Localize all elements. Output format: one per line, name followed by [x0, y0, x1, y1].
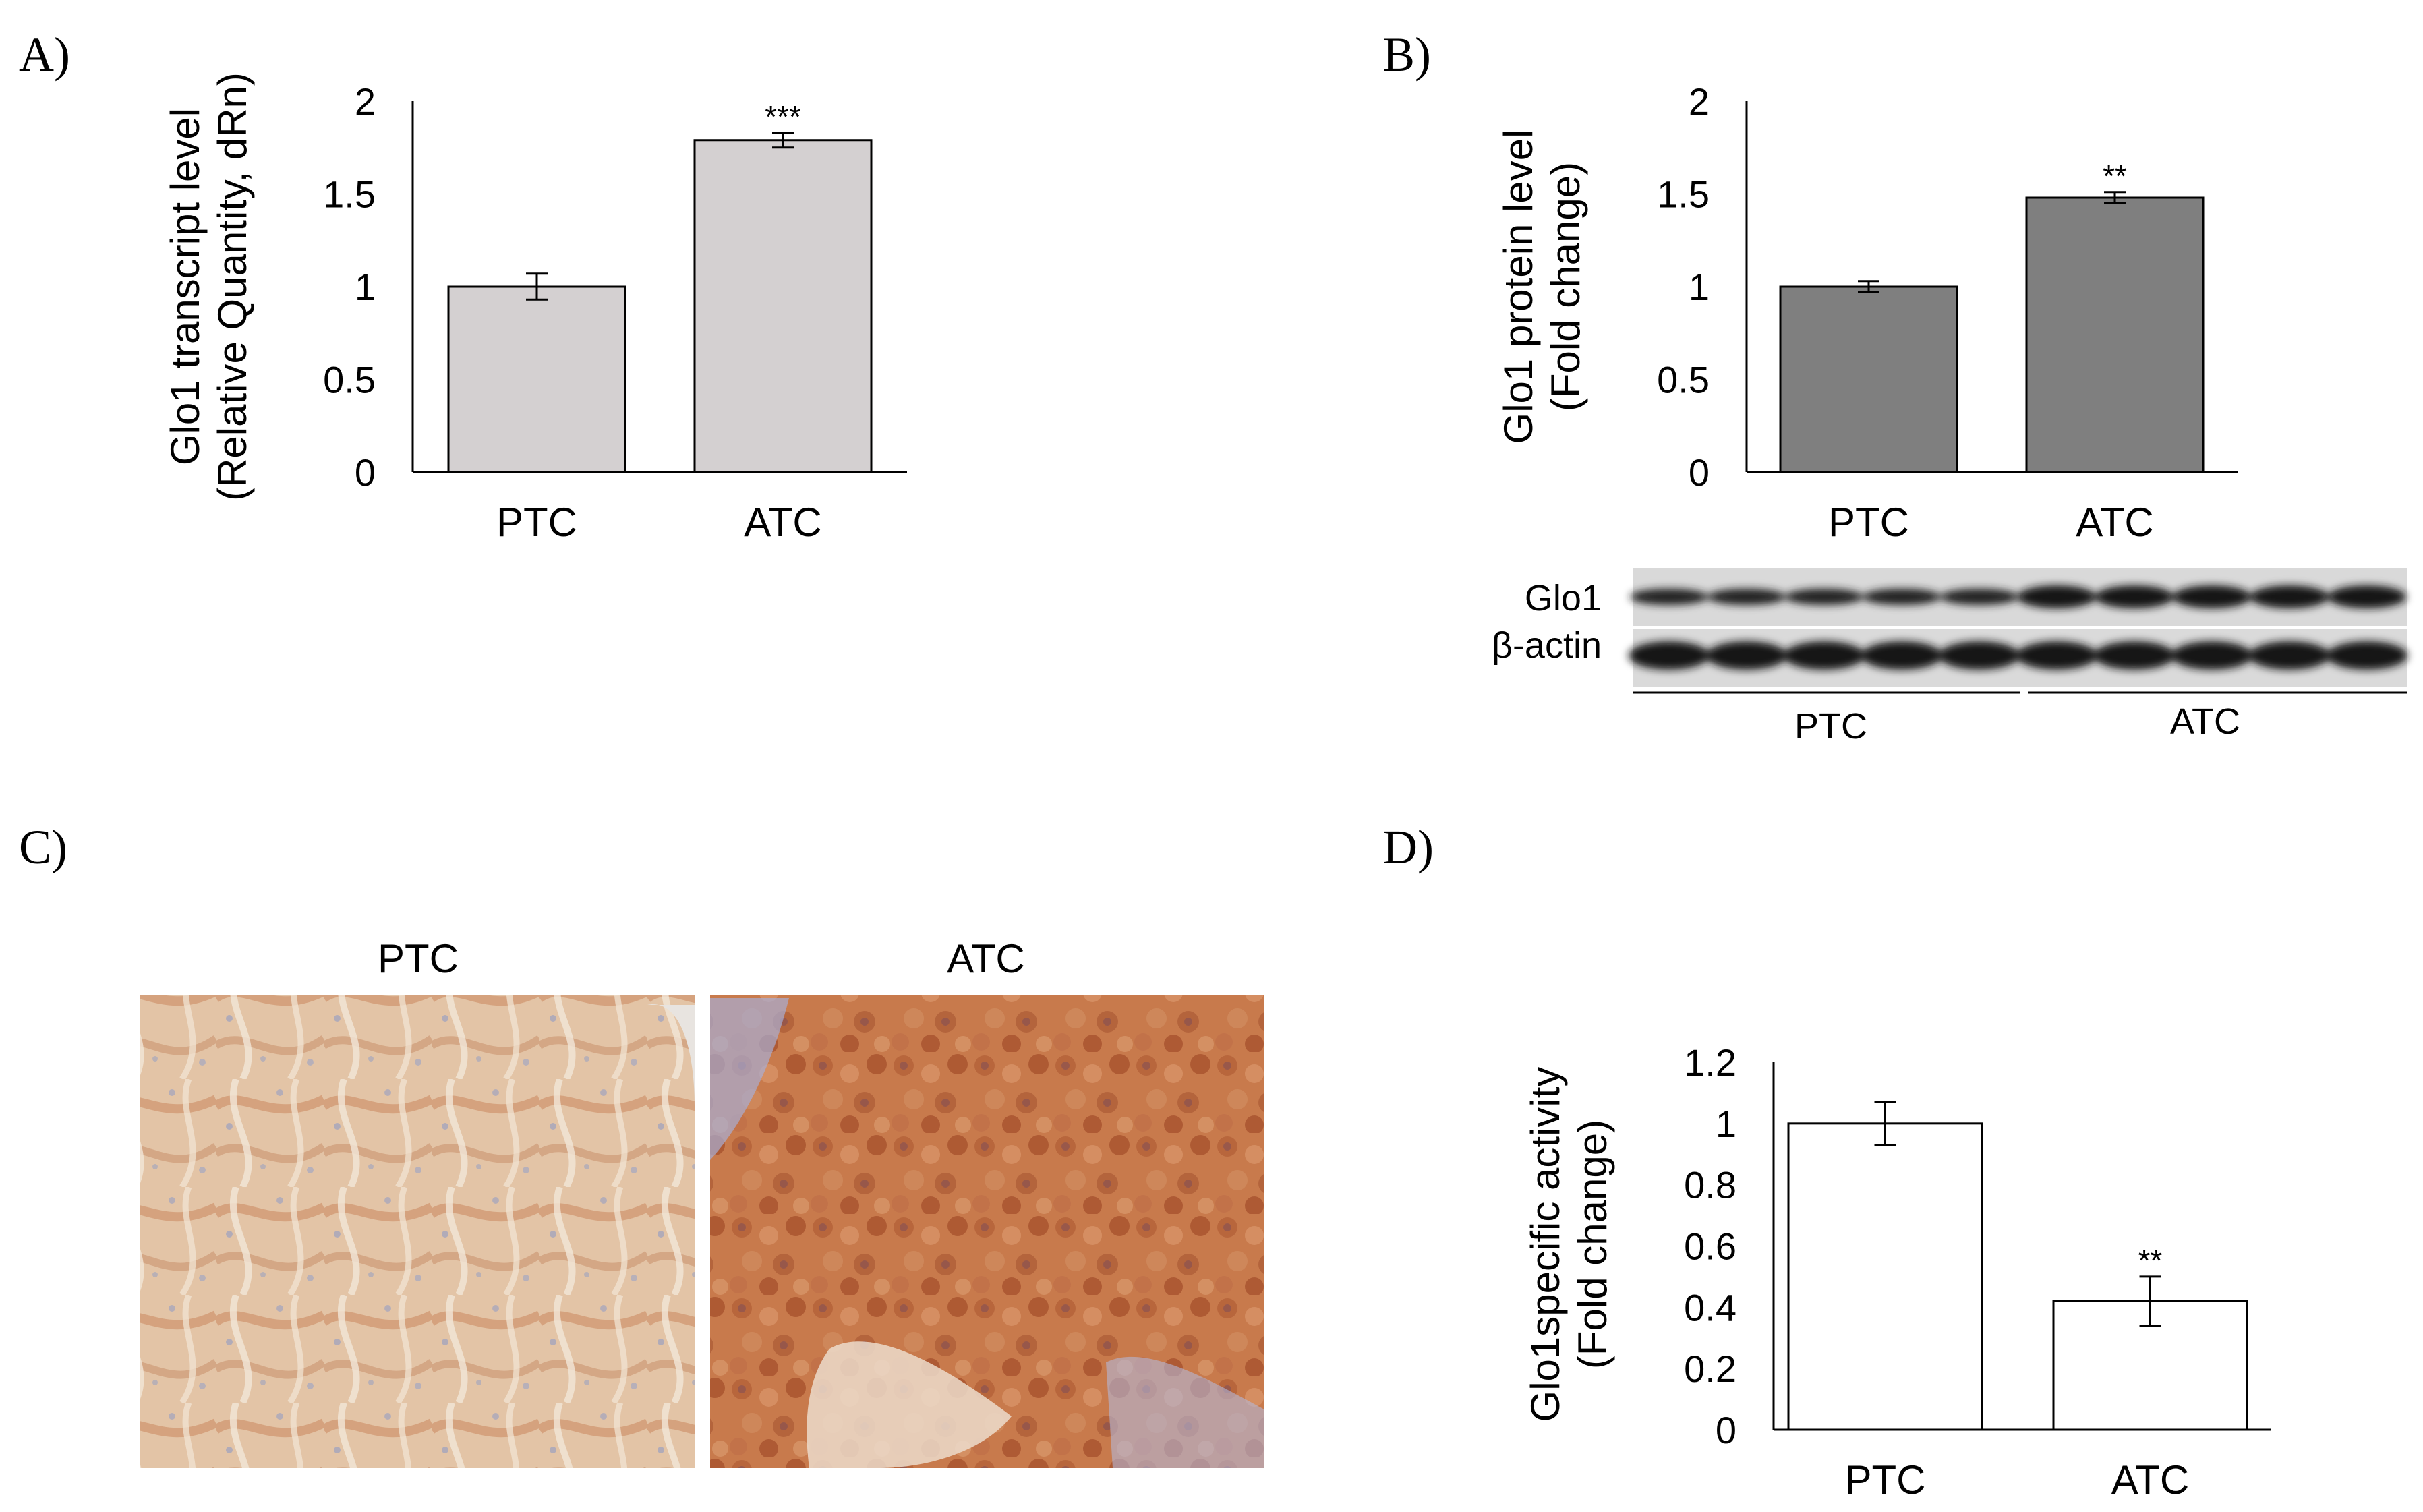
- y-axis-label-line: (Fold change): [1543, 162, 1588, 411]
- x-category-label: PTC: [496, 500, 577, 545]
- y-tick-label: 1: [1716, 1103, 1736, 1145]
- y-axis-label-line: Glo1specific activity: [1523, 1067, 1568, 1422]
- significance-marker: **: [2103, 158, 2127, 194]
- x-category-label: ATC: [744, 500, 822, 545]
- blot-band-glo1: [2173, 585, 2251, 608]
- y-tick-label: 0: [355, 451, 376, 494]
- y-tick-label: 2: [1689, 80, 1710, 123]
- blot-band-glo1: [2018, 585, 2096, 608]
- bar-atc: [693, 139, 873, 473]
- blot-band-glo1: [1785, 589, 1863, 605]
- blot-band-beta-actin: [2094, 641, 2175, 670]
- chart-b-protein-level: 0 0.5 1 1.5 2 Glo1 protein level (Fold change)…: [1496, 80, 2238, 545]
- blot-band-glo1: [1940, 589, 2018, 605]
- bar-ptc: [1787, 1122, 1983, 1431]
- panel-label-a: A): [19, 28, 70, 82]
- chart-a-transcript-level: 0 0.5 1 1.5 2 Glo1 transcript level (Relative …: [163, 72, 907, 545]
- bar-atc: [2025, 196, 2205, 473]
- y-axis-label-line: Glo1 protein level: [1496, 129, 1541, 444]
- y-tick-label: 0.5: [1657, 359, 1710, 401]
- blot-band-beta-actin: [2327, 641, 2407, 670]
- blot-row-label-beta-actin: β-actin: [1492, 625, 1602, 666]
- y-tick-label: 0: [1689, 451, 1710, 494]
- y-tick-label: 1: [1689, 266, 1710, 308]
- blot-band-beta-actin: [2249, 641, 2330, 670]
- y-tick-label: 0.6: [1684, 1225, 1736, 1268]
- y-axis-label-line: Glo1 transcript level: [163, 108, 208, 465]
- blot-band-beta-actin: [2016, 641, 2097, 670]
- ihc-atc-blue-region: [710, 998, 789, 1160]
- ihc-image-ptc: [140, 995, 695, 1468]
- blot-band-glo1: [1630, 589, 1708, 605]
- y-tick-label: 0.5: [323, 359, 376, 401]
- ihc-images: PTC ATC: [140, 936, 1264, 1468]
- x-category-label: PTC: [1845, 1457, 1926, 1503]
- y-tick-label: 1: [355, 266, 376, 308]
- blot-band-glo1: [1863, 589, 1941, 605]
- blot-row-label-glo1: Glo1: [1525, 578, 1602, 618]
- blot-band-beta-actin: [1706, 641, 1787, 670]
- panel-label-d: D): [1382, 820, 1434, 874]
- y-tick-label: 2: [355, 80, 376, 123]
- blot-group-label-atc: ATC: [2170, 701, 2240, 742]
- significance-marker: **: [2138, 1243, 2163, 1278]
- blot-band-glo1: [2328, 585, 2406, 608]
- blot-band-beta-actin: [1629, 641, 1710, 670]
- y-tick-label: 0.8: [1684, 1164, 1736, 1206]
- panel-label-b: B): [1382, 28, 1431, 82]
- panel-label-c: C): [19, 820, 67, 874]
- blot-group-label-ptc: PTC: [1794, 706, 1867, 747]
- blot-band-glo1: [2095, 585, 2173, 608]
- y-axis-label-line: (Relative Quantity, dRn): [210, 72, 255, 501]
- blot-band-beta-actin: [1939, 641, 2020, 670]
- blot-band-glo1: [2250, 585, 2329, 608]
- bar-ptc: [1779, 285, 1958, 473]
- ihc-label-atc: ATC: [947, 936, 1025, 981]
- x-category-label: ATC: [2111, 1457, 2190, 1503]
- y-tick-label: 0: [1716, 1409, 1736, 1451]
- x-category-label: ATC: [2076, 500, 2154, 545]
- western-blot: Glo1 β-actin PTC ATC: [1492, 568, 2407, 747]
- ihc-atc-blue-corner: [1106, 1356, 1264, 1468]
- blot-band-glo1: [1707, 589, 1786, 605]
- bar-atc: [2052, 1300, 2248, 1431]
- blot-band-beta-actin: [2171, 641, 2252, 670]
- blot-band-beta-actin: [1861, 641, 1942, 670]
- ihc-ptc-lumen: [647, 1004, 695, 1106]
- significance-marker: ***: [765, 99, 801, 134]
- y-axis-label-line: (Fold change): [1570, 1120, 1615, 1369]
- bar-ptc: [447, 285, 626, 473]
- y-tick-label: 1.2: [1684, 1041, 1736, 1084]
- x-category-label: PTC: [1828, 500, 1909, 545]
- ihc-label-ptc: PTC: [378, 936, 459, 981]
- ihc-atc-stroma: [807, 1341, 1012, 1468]
- chart-d-specific-activity: 0 0.2 0.4 0.6 0.8 1 1.2 Glo1specific activity (F…: [1523, 1041, 2271, 1503]
- y-tick-label: 1.5: [323, 173, 376, 216]
- blot-band-beta-actin: [1784, 641, 1865, 670]
- y-tick-label: 1.5: [1657, 173, 1710, 216]
- y-tick-label: 0.4: [1684, 1286, 1736, 1329]
- y-tick-label: 0.2: [1684, 1347, 1736, 1390]
